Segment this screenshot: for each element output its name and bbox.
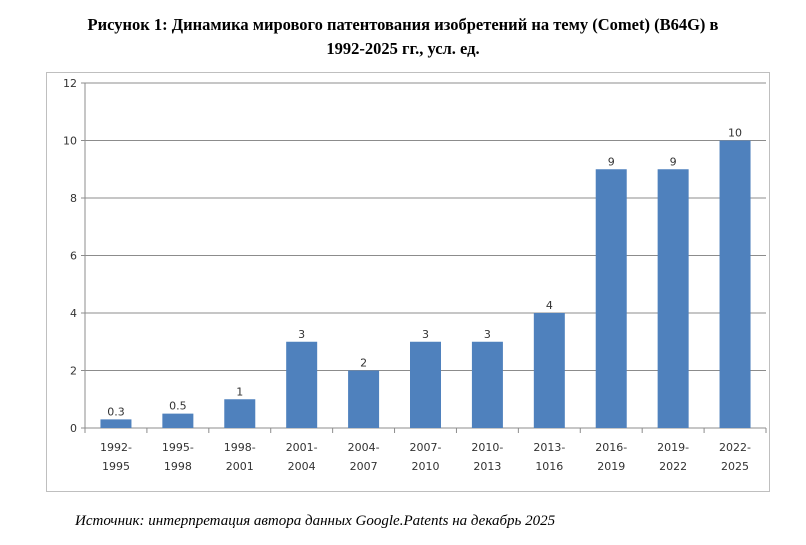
bar (471, 341, 503, 428)
data-label: 0.5 (169, 400, 187, 413)
bar (410, 341, 441, 428)
x-tick-label: 2004 (288, 460, 316, 473)
bar (533, 313, 565, 428)
x-tick-label: 2013- (533, 441, 565, 454)
x-tick-label: 2004- (348, 441, 380, 454)
x-tick-label: 2022- (719, 441, 751, 454)
x-tick-label: 1998- (224, 441, 256, 454)
x-tick-label: 2007- (410, 441, 442, 454)
bar (100, 419, 132, 428)
x-tick-label: 2010- (471, 441, 503, 454)
x-tick-label: 2001 (226, 460, 254, 473)
y-tick-label: 0 (70, 422, 77, 435)
x-tick-label: 1998 (164, 460, 192, 473)
data-label: 0.3 (107, 405, 125, 418)
y-tick-label: 6 (70, 250, 77, 263)
chart-title-line-1: Рисунок 1: Динамика мирового патентовани… (87, 15, 719, 34)
x-tick-label: 2013 (473, 460, 501, 473)
x-tick-label: 2019- (657, 441, 689, 454)
data-label: 1 (236, 385, 243, 398)
data-label: 3 (298, 328, 305, 341)
x-tick-label: 2025 (721, 460, 749, 473)
y-tick-label: 2 (70, 365, 77, 378)
data-label: 10 (728, 127, 742, 140)
x-tick-label: 1016 (535, 460, 563, 473)
bar (595, 169, 627, 428)
y-tick-label: 4 (70, 307, 77, 320)
x-tick-label: 1992- (100, 441, 132, 454)
data-label: 3 (484, 328, 491, 341)
chart-frame (46, 72, 770, 492)
source-note: Источник: интерпретация автора данных Go… (75, 513, 556, 529)
data-label: 4 (546, 299, 553, 312)
x-tick-label: 2010 (412, 460, 440, 473)
bar (657, 169, 689, 428)
bar (162, 413, 194, 428)
bar (224, 399, 256, 428)
bar (348, 370, 380, 428)
data-label: 2 (360, 357, 367, 370)
chart-title: Рисунок 1: Динамика мирового патентовани… (0, 13, 806, 61)
bar (719, 140, 751, 428)
bar (286, 341, 318, 428)
x-tick-label: 2007 (350, 460, 378, 473)
y-tick-label: 10 (63, 135, 77, 148)
x-tick-label: 1995 (102, 460, 130, 473)
x-tick-label: 2016- (595, 441, 627, 454)
x-tick-label: 2019 (597, 460, 625, 473)
y-tick-label: 12 (63, 77, 77, 90)
data-label: 9 (670, 155, 677, 168)
x-tick-label: 2001- (286, 441, 318, 454)
x-tick-label: 1995- (162, 441, 194, 454)
y-tick-label: 8 (70, 192, 77, 205)
chart-title-line-2: 1992-2025 гг., усл. ед. (326, 39, 480, 58)
x-tick-label: 2022 (659, 460, 687, 473)
data-label: 3 (422, 328, 429, 341)
data-label: 9 (608, 155, 615, 168)
